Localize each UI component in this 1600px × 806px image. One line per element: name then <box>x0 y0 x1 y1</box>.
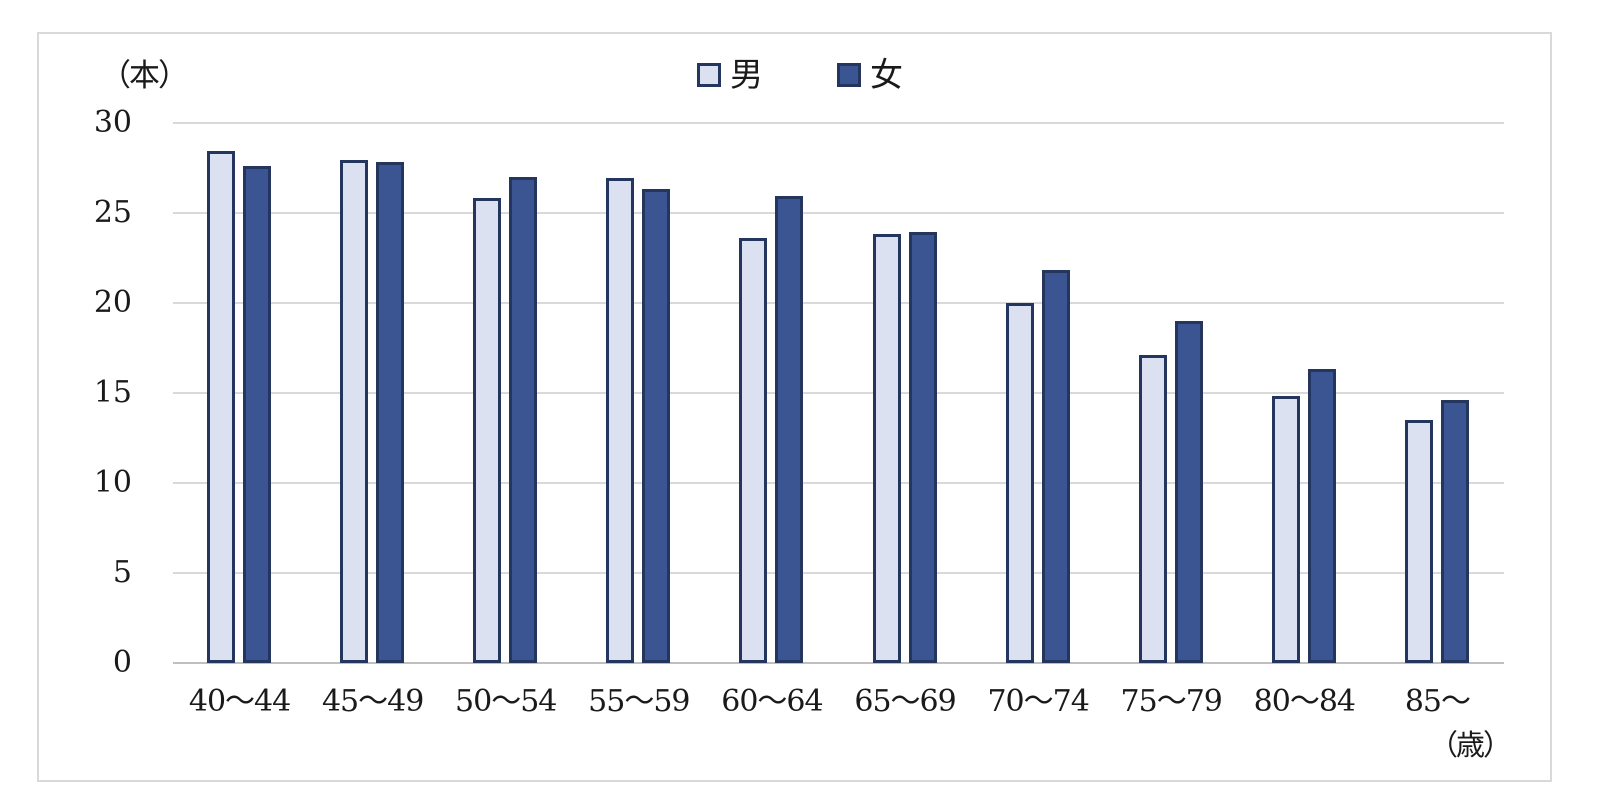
bar-male <box>606 178 635 663</box>
gridline-5 <box>173 571 1504 574</box>
x-tick-label-8: 80～84 <box>1253 684 1356 719</box>
x-tick-label-6: 70～74 <box>987 684 1089 719</box>
legend-label-female: 女 <box>870 55 903 94</box>
y-tick-label-5: 5 <box>112 554 132 590</box>
y-axis-unit-label: （本） <box>100 58 189 94</box>
x-tick-label-2: 50～54 <box>455 684 557 719</box>
x-tick-label-1: 45～49 <box>321 684 424 719</box>
x-tick-label-4: 60～64 <box>721 684 823 719</box>
bar-female <box>376 162 405 663</box>
bar-male <box>1271 396 1300 663</box>
bar-male <box>1138 354 1167 663</box>
bar-male <box>1404 419 1433 663</box>
gridline-30 <box>173 121 1504 124</box>
bar-female <box>908 232 937 663</box>
bar-male <box>872 234 901 663</box>
y-tick-label-25: 25 <box>93 194 132 230</box>
x-tick-label-0: 40～44 <box>188 684 291 719</box>
gridline-25 <box>173 211 1504 214</box>
y-tick-label-10: 10 <box>93 464 132 500</box>
x-tick-label-9: 85～ <box>1404 684 1471 719</box>
bar-female <box>1041 270 1070 663</box>
legend-swatch-male <box>697 62 721 87</box>
bar-female <box>243 165 271 663</box>
x-tick-label-7: 75～79 <box>1120 684 1223 719</box>
legend: 男女 <box>697 58 903 91</box>
legend-item-female: 女 <box>837 58 903 91</box>
y-tick-label-15: 15 <box>93 374 132 410</box>
bar-male <box>473 198 502 663</box>
bar-male <box>1005 302 1034 663</box>
legend-item-male: 男 <box>697 58 763 91</box>
y-tick-label-20: 20 <box>93 284 132 320</box>
y-tick-label-30: 30 <box>93 104 132 140</box>
bar-female <box>509 176 538 663</box>
legend-swatch-female <box>837 62 861 87</box>
x-axis-line <box>173 662 1504 664</box>
bar-female <box>1174 320 1203 663</box>
gridline-20 <box>173 301 1504 304</box>
y-tick-label-0: 0 <box>112 645 132 680</box>
x-tick-label-3: 55～59 <box>588 684 690 719</box>
bar-female <box>775 196 804 663</box>
bar-male <box>340 160 369 663</box>
x-axis-unit-label: （歳） <box>1428 728 1512 762</box>
bar-male <box>739 237 768 663</box>
bar-female <box>642 189 671 663</box>
gridline-10 <box>173 481 1504 484</box>
bar-female <box>1440 400 1469 663</box>
gridline-15 <box>173 391 1504 394</box>
bar-female <box>1307 369 1336 663</box>
bar-male <box>207 151 235 663</box>
x-tick-label-5: 65～69 <box>854 684 956 719</box>
legend-label-male: 男 <box>730 55 763 94</box>
